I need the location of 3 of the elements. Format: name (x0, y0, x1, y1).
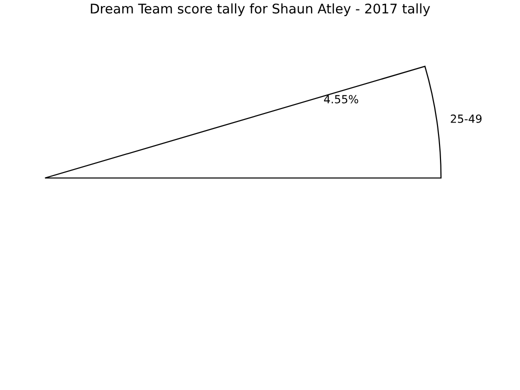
data-label: 4.55% (324, 94, 358, 104)
chart-title: Dream Team score tally for Shaun Atley - 2017 tally (90, 3, 430, 16)
slice-label: 25-49 (450, 114, 482, 123)
